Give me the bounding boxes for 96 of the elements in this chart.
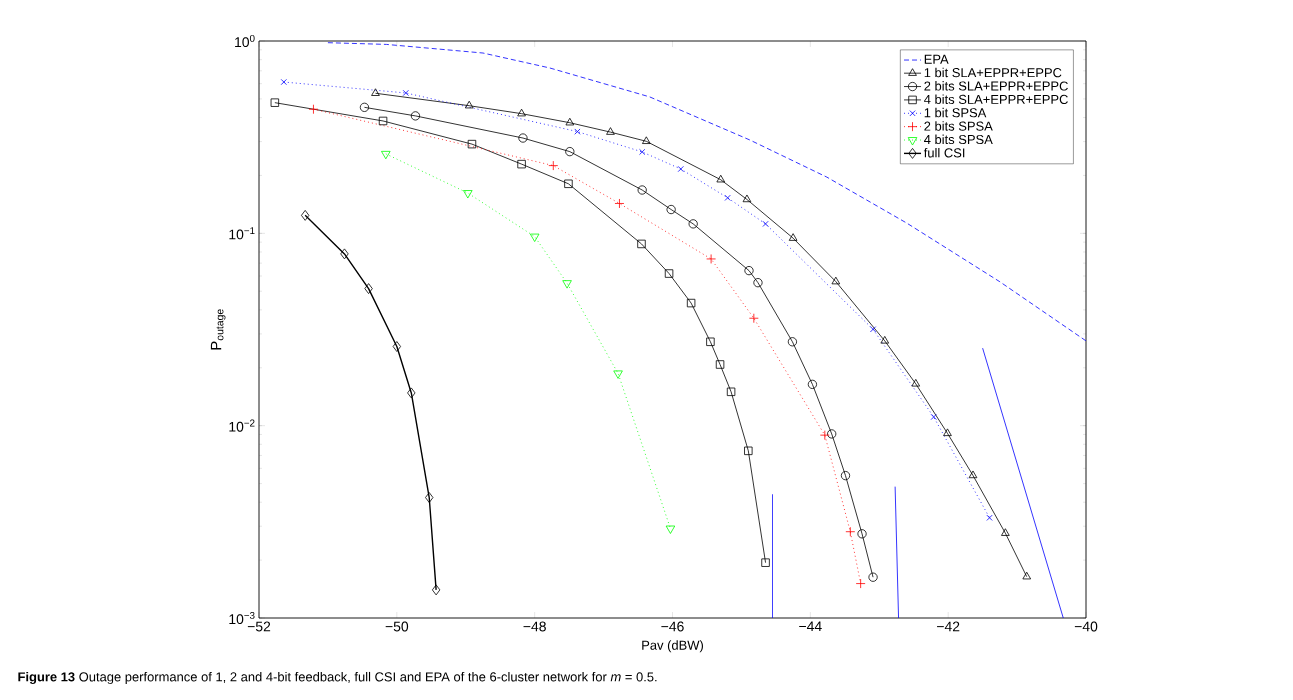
- point: [410, 111, 421, 121]
- point: [378, 116, 388, 126]
- point: [840, 471, 851, 481]
- point: [407, 387, 416, 399]
- text: Figure 13 Outage performance of 1, 2 and 4-bit feedback, full CSI and EPA of the 6-cluster network form = 0.5.: [18, 671, 657, 685]
- point: [548, 160, 559, 171]
- point: [425, 492, 434, 503]
- point: [364, 283, 373, 295]
- point: [686, 298, 696, 308]
- legend-label: EPA: [924, 54, 949, 64]
- point: [564, 179, 573, 188]
- point: [637, 185, 647, 195]
- x-tick-label: −50: [385, 621, 409, 632]
- point: [464, 100, 474, 109]
- legend-label: 2 bits SPSA: [924, 121, 993, 131]
- point: [606, 127, 615, 135]
- point: [762, 220, 769, 227]
- point: [930, 413, 937, 421]
- point: [1001, 528, 1010, 536]
- point: [280, 78, 287, 86]
- point: [666, 204, 676, 215]
- point: [371, 88, 380, 96]
- legend-label: 2 bits SLA+EPPR+EPPC: [924, 81, 1068, 91]
- point: [706, 254, 716, 264]
- point: [402, 89, 409, 97]
- point: [614, 198, 625, 209]
- point: [565, 147, 575, 157]
- x-tick-label: −40: [1074, 621, 1098, 632]
- point: [715, 360, 725, 369]
- point: [868, 572, 878, 582]
- x-axis-title: Pav (dBW): [642, 640, 703, 653]
- point: [787, 337, 798, 347]
- point: [463, 190, 473, 199]
- x-tick-label: −46: [661, 621, 684, 632]
- point: [986, 514, 993, 521]
- point: [880, 335, 890, 344]
- point: [688, 219, 698, 229]
- legend-label: 4 bits SPSA: [924, 134, 993, 145]
- point: [574, 128, 581, 135]
- point: [665, 525, 676, 534]
- point: [845, 526, 856, 537]
- point: [562, 280, 572, 289]
- point: [431, 584, 441, 596]
- point: [716, 174, 726, 183]
- point: [518, 133, 528, 143]
- point: [706, 337, 715, 346]
- point: [301, 209, 310, 221]
- line-series: [327, 42, 1087, 342]
- legend-label: 1 bit SPSA: [924, 107, 987, 118]
- point: [270, 98, 280, 107]
- point: [807, 379, 818, 389]
- point: [340, 248, 349, 260]
- point: [869, 326, 877, 333]
- point: [753, 278, 763, 288]
- x-tick-label: −44: [799, 621, 822, 632]
- y-tick-label: 10$^{−2}$: [229, 419, 255, 432]
- point: [664, 269, 674, 278]
- y-tick-label: 10$^{−1}$: [229, 227, 255, 240]
- y-axis-title: P$_{outage}$: [210, 309, 226, 350]
- y-tick-label: 10$^{0}$: [235, 34, 255, 48]
- point: [392, 341, 401, 352]
- point: [724, 194, 731, 201]
- point: [819, 430, 830, 441]
- point: [639, 148, 646, 156]
- legend-label: 1 bit SLA+EPPR+EPPC: [924, 67, 1062, 78]
- point: [642, 136, 651, 144]
- point: [744, 446, 753, 456]
- point: [857, 529, 867, 539]
- point: [968, 470, 978, 479]
- point: [381, 150, 391, 160]
- legend-label: 4 bits SLA+EPPR+EPPC: [924, 94, 1068, 104]
- point: [637, 239, 646, 249]
- point: [677, 165, 684, 173]
- x-tick-label: −48: [523, 621, 546, 632]
- point: [742, 194, 752, 203]
- point: [517, 108, 526, 117]
- point: [911, 378, 921, 387]
- point: [359, 102, 370, 112]
- point: [613, 370, 623, 379]
- point: [827, 429, 837, 439]
- point: [517, 159, 526, 169]
- point: [761, 558, 770, 567]
- point: [726, 387, 736, 397]
- point: [308, 104, 319, 115]
- point: [748, 313, 759, 324]
- point: [788, 233, 798, 241]
- point: [1022, 571, 1032, 580]
- point: [529, 233, 540, 242]
- point: [855, 578, 866, 589]
- point: [565, 117, 575, 126]
- point: [943, 428, 952, 437]
- point: [467, 139, 477, 149]
- point: [831, 276, 841, 285]
- x-tick-label: −42: [937, 621, 960, 632]
- point: [744, 266, 754, 276]
- legend-label: full CSI: [923, 147, 965, 158]
